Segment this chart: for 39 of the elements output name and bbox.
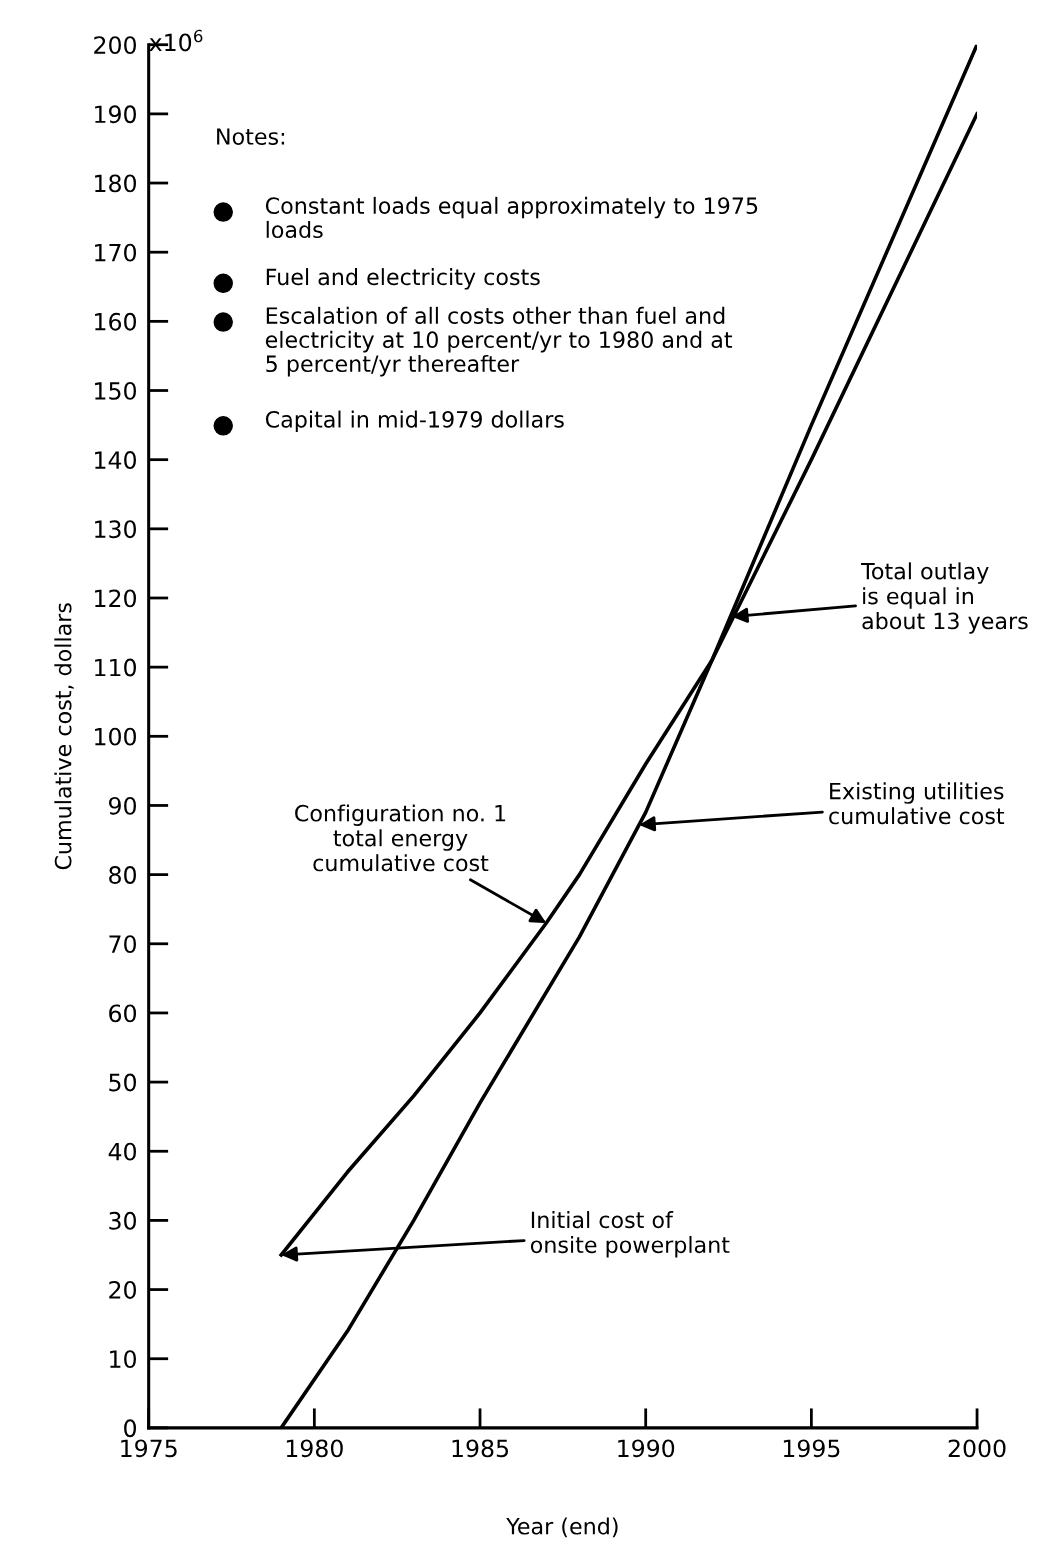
- y-axis-title: Cumulative cost, dollars: [54, 603, 74, 870]
- y-tick-label: 200: [94, 36, 136, 55]
- x-tick-label: 1990: [618, 1439, 675, 1458]
- y-tick-label: 10: [110, 1350, 136, 1369]
- y-tick-label: 20: [109, 1281, 136, 1299]
- y-tick-label: 30: [109, 1211, 136, 1230]
- y-tick-label: 100: [95, 727, 136, 746]
- annotation: Configuration no. 1 total energy cumulative cost: [295, 804, 506, 872]
- y-tick-label: 60: [109, 1004, 136, 1023]
- x-tick-label: 2000: [948, 1439, 1006, 1458]
- y-tick-label: 40: [108, 1142, 136, 1161]
- y-tick-label: 190: [95, 105, 136, 124]
- y-tick-label: 180: [95, 174, 136, 193]
- annotation: x10$^{6}$: [149, 29, 203, 52]
- y-tick-label: 0: [124, 1419, 136, 1438]
- y-tick-label: 140: [95, 451, 136, 469]
- y-tick-label: 50: [109, 1073, 136, 1092]
- x-tick-label: 1975: [121, 1439, 177, 1458]
- annotation: Notes:: [217, 128, 285, 145]
- y-tick-label: 90: [109, 796, 136, 815]
- annotation: Escalation of all costs other than fuel and electricity at 10 percent/yr to 1980 and at 5 percent/yr thereafter: [265, 306, 733, 377]
- x-tick-label: 1980: [286, 1439, 343, 1458]
- annotation: Capital in mid-1979 dollars: [265, 410, 564, 433]
- annotation: Total outlay is equal in about 13 years: [861, 562, 1028, 634]
- y-tick-label: 110: [95, 658, 136, 677]
- y-tick-label: 130: [95, 520, 136, 539]
- annotation: Initial cost of onsite powerplant: [530, 1211, 730, 1258]
- y-tick-label: 160: [95, 312, 136, 331]
- annotation: Fuel and electricity costs: [266, 268, 540, 290]
- y-tick-label: 70: [109, 935, 136, 954]
- y-tick-label: 150: [95, 381, 136, 400]
- annotation: Constant loads equal approximately to 1975 loads: [265, 196, 758, 239]
- y-tick-label: 120: [95, 589, 136, 608]
- annotation: Existing utilities cumulative cost: [829, 782, 1005, 825]
- x-axis-title: Year (end): [506, 1517, 618, 1538]
- y-tick-label: 170: [95, 243, 136, 262]
- y-tick-label: 80: [109, 866, 136, 884]
- x-tick-label: 1995: [783, 1439, 840, 1458]
- x-tick-label: 1985: [452, 1439, 509, 1458]
